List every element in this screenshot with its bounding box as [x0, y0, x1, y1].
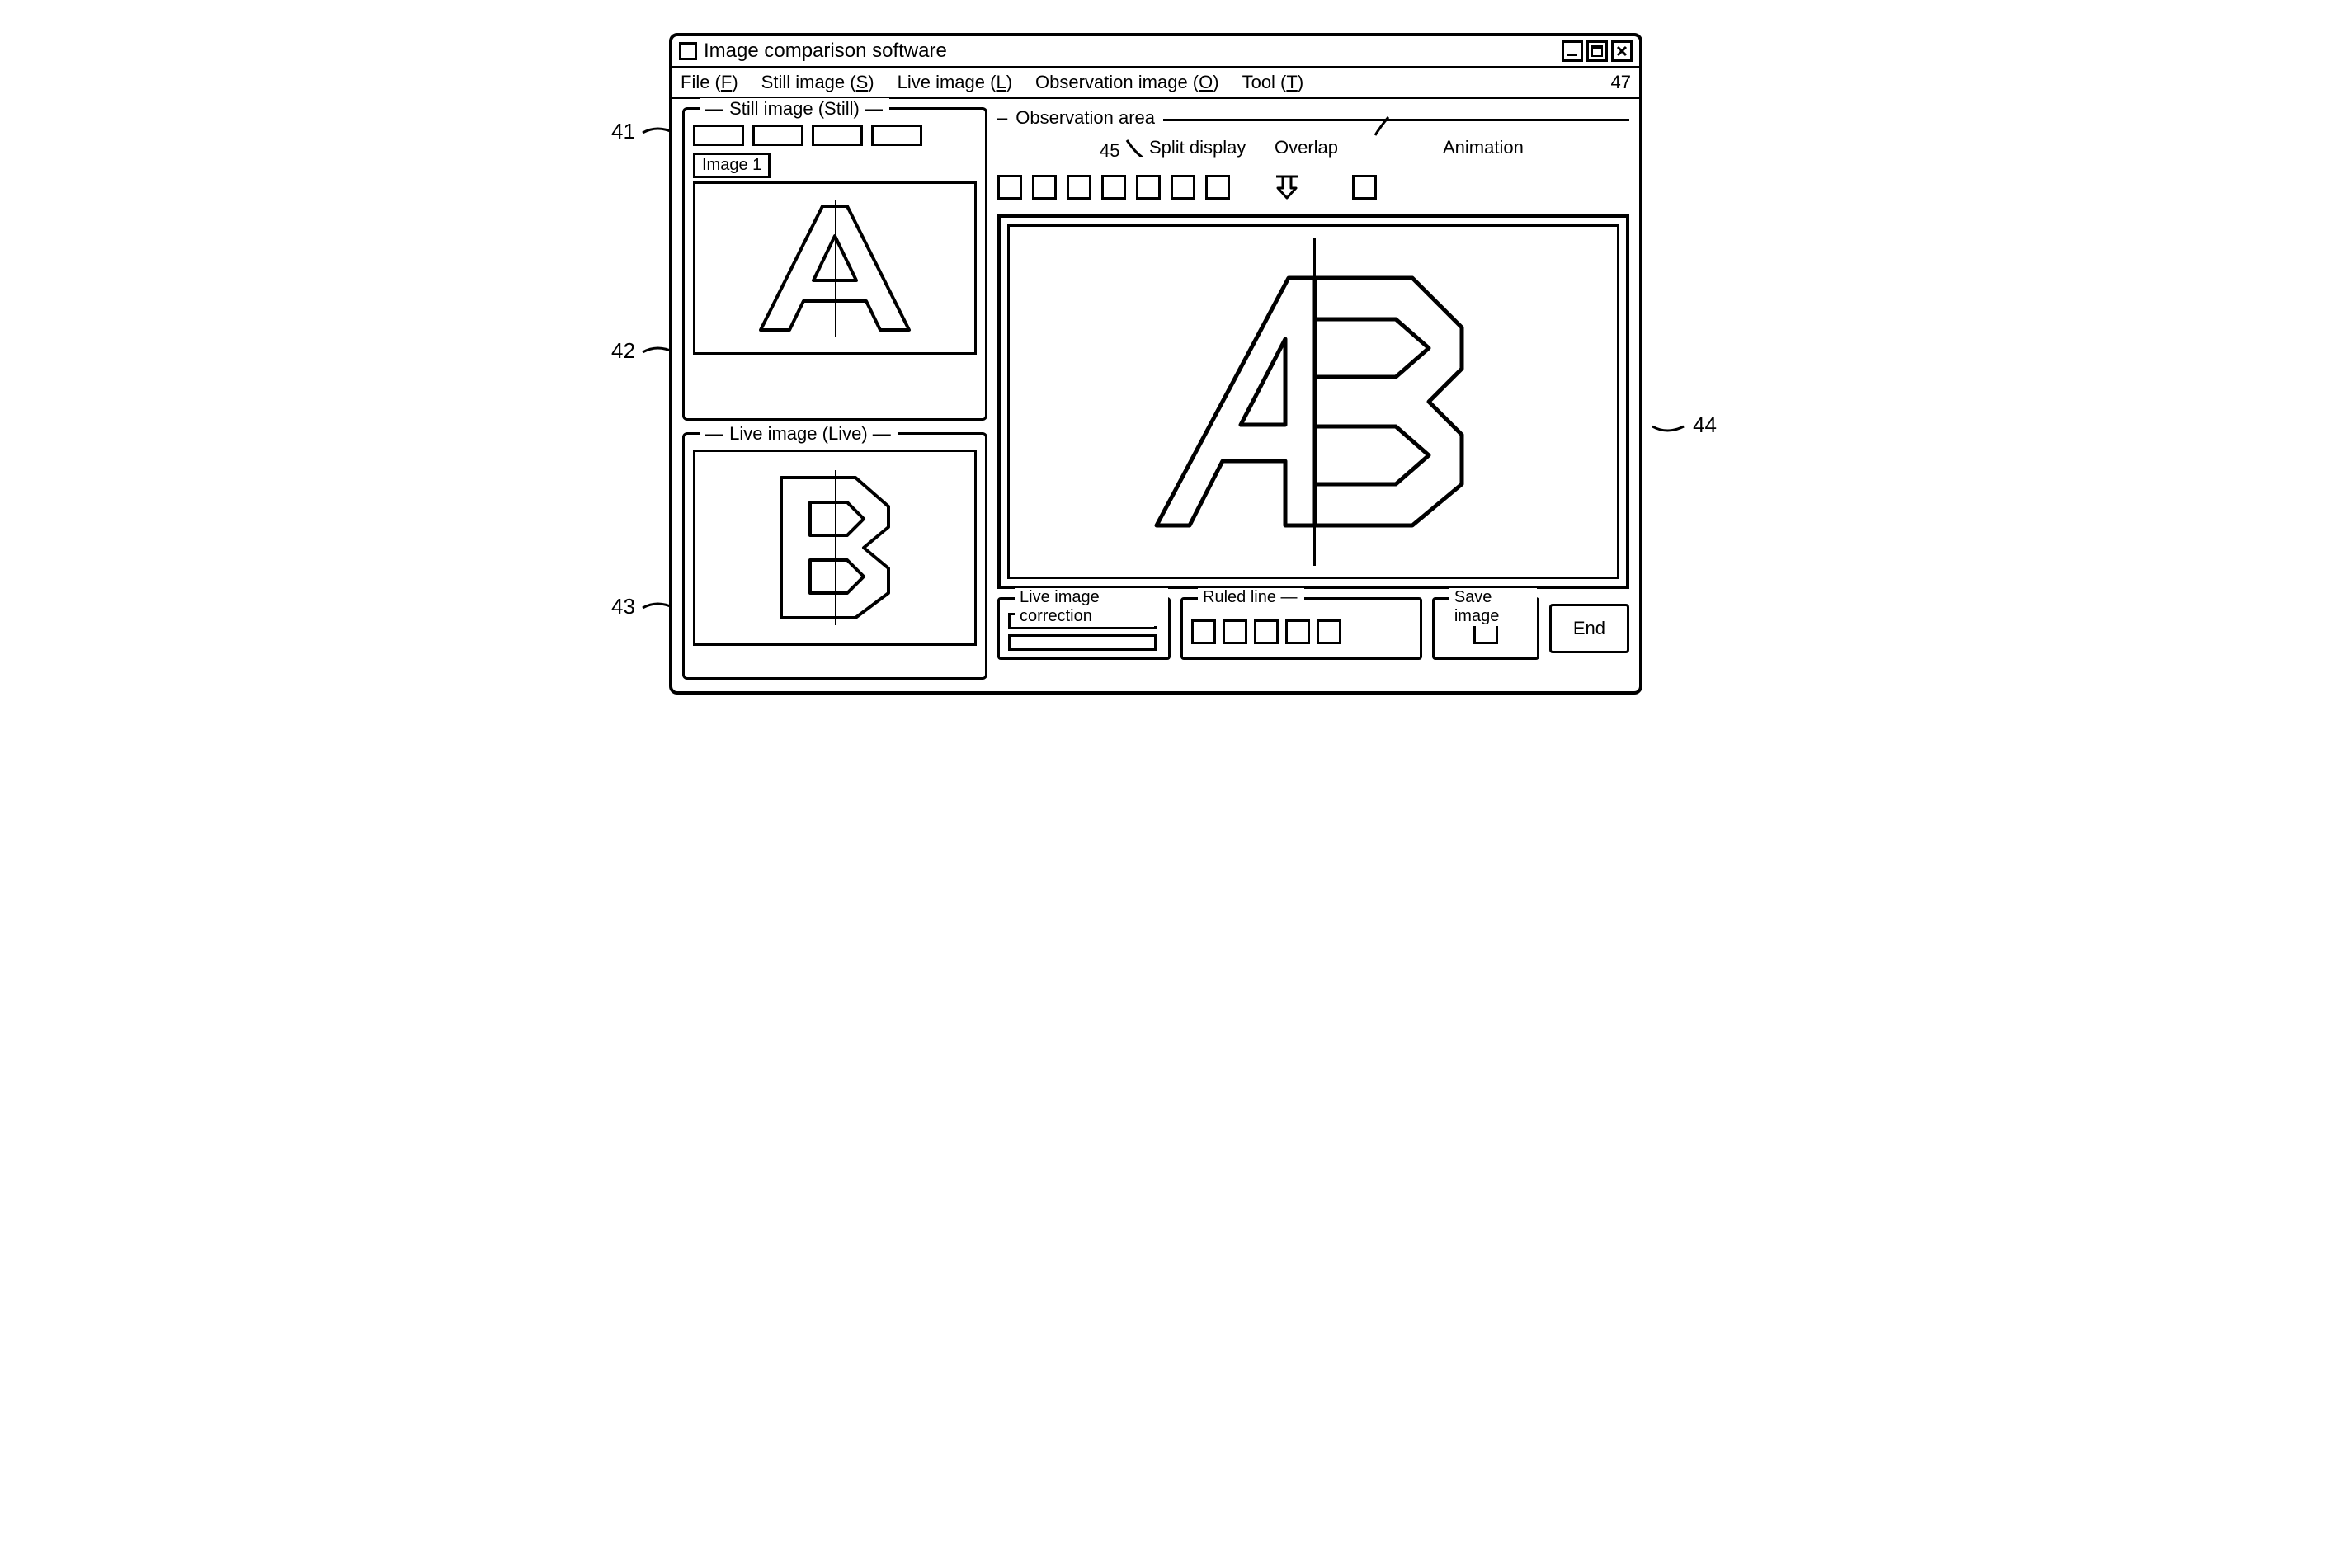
ref-47-leader — [1369, 115, 1393, 137]
ruled-tool-1[interactable] — [1191, 619, 1216, 644]
ref-41: 41 — [611, 119, 677, 144]
ref-42: 42 — [611, 338, 677, 364]
menubar: File (F) Still image (S) Live image (L) … — [672, 68, 1639, 99]
still-tool-2[interactable] — [752, 125, 803, 146]
obs-tool-6[interactable] — [1171, 175, 1195, 200]
obs-tool-split[interactable] — [1101, 175, 1126, 200]
animation-label: Animation — [1443, 137, 1524, 158]
obs-tool-3[interactable] — [1067, 175, 1091, 200]
menu-observation-image[interactable]: Observation image (O) — [1035, 72, 1219, 93]
menu-tool[interactable]: Tool (T) — [1242, 72, 1304, 93]
ref-47-label: 47 — [1611, 72, 1631, 93]
ruled-tool-4[interactable] — [1285, 619, 1310, 644]
ref-45-label: 45 — [1100, 137, 1150, 162]
sysmenu-icon[interactable] — [679, 42, 697, 60]
end-button[interactable]: End — [1549, 604, 1629, 653]
still-tool-1[interactable] — [693, 125, 744, 146]
observation-toolbar — [997, 172, 1629, 200]
save-image-title: Save image — [1449, 588, 1537, 626]
window-title: Image comparison software — [704, 40, 947, 63]
maximize-button[interactable] — [1586, 40, 1608, 62]
close-button[interactable] — [1611, 40, 1633, 62]
still-tab-image1[interactable]: Image 1 — [693, 153, 771, 178]
live-correction-title: Live image correction — [1015, 588, 1168, 626]
obs-tool-animation[interactable] — [1352, 175, 1377, 200]
ruled-tool-5[interactable] — [1317, 619, 1341, 644]
live-panel-title: — Live image (Live) — — [700, 423, 898, 445]
still-tool-3[interactable] — [812, 125, 863, 146]
obs-tool-2[interactable] — [1032, 175, 1057, 200]
ruled-tool-3[interactable] — [1254, 619, 1279, 644]
menu-still-image[interactable]: Still image (S) — [761, 72, 874, 93]
live-correction-slider-2[interactable] — [1008, 634, 1157, 651]
overlap-label: Overlap — [1275, 137, 1338, 158]
ruled-tool-2[interactable] — [1223, 619, 1247, 644]
observation-title: Observation area — [1016, 107, 1155, 129]
live-thumbnail[interactable] — [693, 450, 977, 646]
still-centerline — [835, 200, 836, 336]
menu-live-image[interactable]: Live image (L) — [898, 72, 1012, 93]
live-centerline — [835, 470, 836, 625]
save-image-panel: Save image — [1432, 597, 1539, 660]
ruled-line-panel: Ruled line — — [1180, 597, 1422, 660]
down-arrow-icon[interactable] — [1275, 172, 1299, 200]
menu-file[interactable]: File (F) — [681, 72, 738, 93]
live-correction-panel: Live image correction — [997, 597, 1171, 660]
titlebar: Image comparison software — [672, 36, 1639, 68]
live-image-panel: — Live image (Live) — — [682, 432, 987, 680]
still-thumbnail[interactable] — [693, 181, 977, 355]
observation-canvas[interactable] — [1007, 224, 1619, 579]
ref-44: 44 — [1651, 412, 1717, 438]
split-display-label: Split display — [1149, 137, 1246, 158]
still-image-panel: — Still image (Still) — Image 1 — [682, 107, 987, 421]
observation-frame — [997, 214, 1629, 589]
ruled-line-title: Ruled line — — [1198, 588, 1304, 607]
observation-header: – Observation area — [997, 107, 1629, 129]
minimize-button[interactable] — [1562, 40, 1583, 62]
still-tool-4[interactable] — [871, 125, 922, 146]
still-panel-title: — Still image (Still) — — [700, 98, 889, 120]
obs-tool-overlap[interactable] — [1205, 175, 1230, 200]
app-window: Image comparison software File (F) Still… — [669, 33, 1642, 695]
obs-tool-1[interactable] — [997, 175, 1022, 200]
observation-splitline[interactable] — [1313, 238, 1316, 567]
obs-tool-5[interactable] — [1136, 175, 1161, 200]
ref-43: 43 — [611, 594, 677, 619]
